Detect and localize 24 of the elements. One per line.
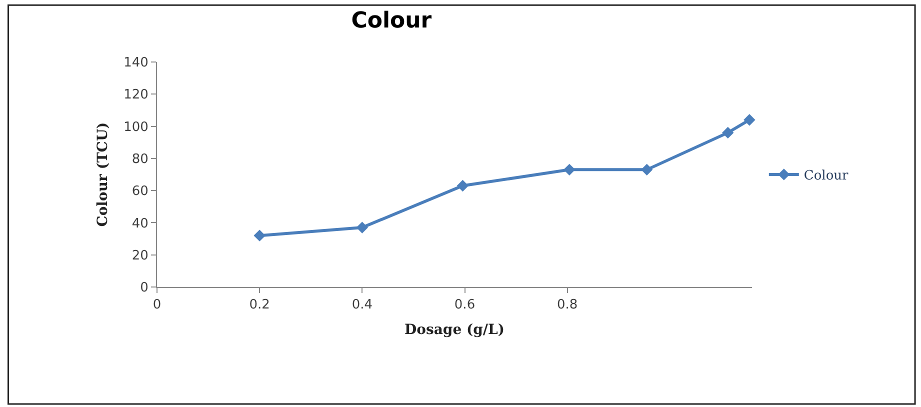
- chart-title: Colour: [351, 8, 432, 34]
- y-tick-label: 100: [124, 120, 148, 135]
- y-tick-label: 0: [140, 280, 148, 296]
- point: [564, 164, 576, 176]
- y-tick-label: 140: [124, 56, 148, 71]
- y-tick-label: 20: [132, 248, 148, 264]
- x-tick-label: 0.6: [454, 298, 476, 313]
- y-tick-label: 80: [132, 152, 148, 167]
- point: [254, 230, 266, 242]
- y-tick-label: 120: [124, 88, 148, 103]
- x-tick-label: 0: [152, 298, 162, 313]
- y-tick-label: 60: [132, 184, 148, 200]
- y-axis-title: Colour (TCU): [95, 122, 112, 227]
- x-tick-label: 0.4: [352, 298, 373, 313]
- x-tick-label: 0.8: [556, 298, 578, 313]
- point: [641, 164, 653, 176]
- point: [744, 114, 756, 126]
- point: [356, 222, 368, 234]
- x-axis-title: Dosage (g/L): [404, 322, 504, 338]
- point: [722, 126, 734, 139]
- x-tick-label: 0.2: [249, 298, 270, 313]
- legend-label: Colour: [804, 168, 850, 184]
- point: [456, 180, 469, 192]
- y-tick-label: 40: [132, 216, 148, 232]
